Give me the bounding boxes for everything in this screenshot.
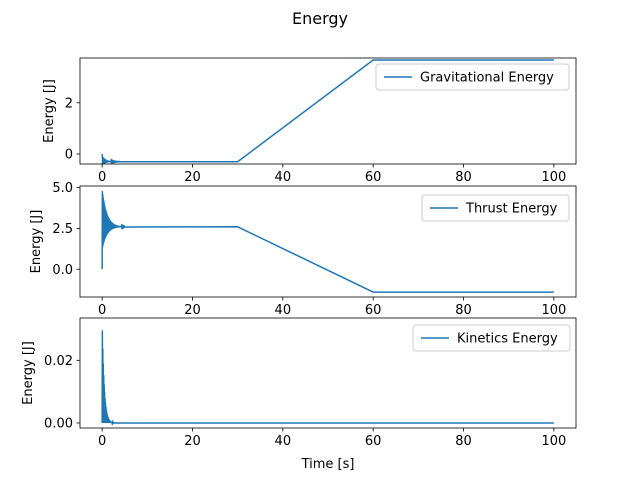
figure-title: Energy bbox=[292, 9, 348, 28]
legend-box-3 bbox=[412, 324, 571, 352]
y-tick-label-3-0: 0.00 bbox=[44, 416, 73, 431]
y-tick-label-3-1: 0.02 bbox=[44, 354, 73, 369]
y-tick-label-2-1: 2.5 bbox=[52, 222, 73, 237]
axes-frame-2 bbox=[79, 185, 577, 298]
x-tick-label-2-3: 60 bbox=[365, 303, 382, 318]
x-tick-label-3-5: 100 bbox=[541, 434, 566, 449]
series-line-3 bbox=[101, 330, 554, 426]
axes-frame-1 bbox=[79, 57, 577, 165]
subplot-2: 0 20 40 60 80 100 0.0 2.5 5.0 Energy [J] Thrust En… bbox=[29, 181, 577, 318]
x-tick-label-3-2: 40 bbox=[275, 434, 292, 449]
subplot-1: 0 20 40 60 80 100 0 2 Energy [J] Gravitational En… bbox=[42, 57, 577, 185]
subplots: 0 20 40 60 80 100 0 2 Energy [J] Gravitational En… bbox=[21, 57, 577, 449]
x-tick-label-3-3: 60 bbox=[365, 434, 382, 449]
y-tick-label-2-0: 0.0 bbox=[52, 263, 73, 278]
y-axis-label-2: Energy [J] bbox=[29, 210, 44, 274]
series-line-1 bbox=[101, 59, 554, 164]
legend-label-1: Gravitational Energy bbox=[420, 71, 554, 86]
legend-box-1 bbox=[375, 63, 570, 91]
y-tick-label-2-2: 5.0 bbox=[52, 181, 73, 196]
series-line-2 bbox=[101, 191, 554, 293]
x-axis-label: Time [s] bbox=[301, 457, 355, 472]
x-tick-label-1-5: 100 bbox=[541, 170, 566, 185]
legend-3: Kinetics Energy bbox=[412, 324, 571, 352]
x-tick-label-1-1: 20 bbox=[184, 170, 201, 185]
axes-frame-3 bbox=[79, 317, 577, 429]
legend-1: Gravitational Energy bbox=[375, 63, 570, 91]
x-tick-label-2-2: 40 bbox=[275, 303, 292, 318]
x-tick-label-3-0: 0 bbox=[98, 434, 106, 449]
y-axis-label-3: Energy [J] bbox=[21, 341, 36, 405]
y-axis-label-1: Energy [J] bbox=[42, 79, 57, 143]
x-tick-label-2-4: 80 bbox=[455, 303, 472, 318]
subplot-3: 0 20 40 60 80 100 0.00 0.02 Energy [J] Kinetics E… bbox=[21, 317, 577, 449]
x-tick-label-2-0: 0 bbox=[98, 303, 106, 318]
x-tick-label-1-3: 60 bbox=[365, 170, 382, 185]
legend-2: Thrust Energy bbox=[421, 194, 570, 222]
x-tick-label-1-0: 0 bbox=[98, 170, 106, 185]
y-tick-label-1-0: 0 bbox=[65, 148, 73, 163]
y-tick-label-1-1: 2 bbox=[65, 96, 73, 111]
legend-label-3: Kinetics Energy bbox=[457, 332, 558, 347]
x-tick-label-2-5: 100 bbox=[541, 303, 566, 318]
x-tick-label-2-1: 20 bbox=[184, 303, 201, 318]
x-tick-label-1-4: 80 bbox=[455, 170, 472, 185]
x-tick-label-3-1: 20 bbox=[184, 434, 201, 449]
x-tick-label-1-2: 40 bbox=[275, 170, 292, 185]
x-tick-label-3-4: 80 bbox=[455, 434, 472, 449]
legend-box-2 bbox=[421, 194, 570, 222]
legend-label-2: Thrust Energy bbox=[465, 202, 558, 217]
